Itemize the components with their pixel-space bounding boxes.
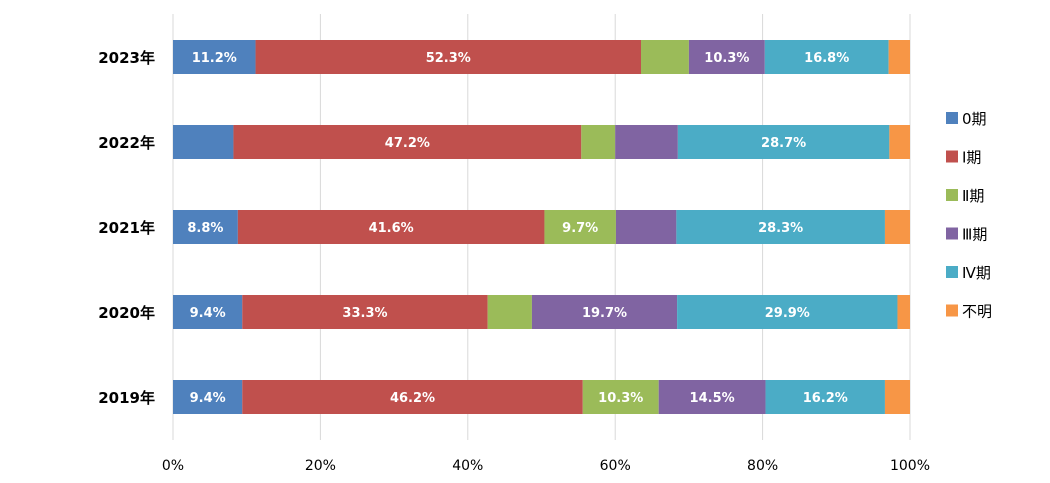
legend-label: Ⅳ期 [962,264,991,282]
bar-segment [173,295,243,329]
bar-segment [544,210,616,244]
legend-item: Ⅳ期 [946,264,991,282]
bar-segment [884,210,910,244]
bar-segment [173,40,256,74]
data-label: 9.4% [190,306,226,321]
bar-segment [242,295,488,329]
bar-segment [677,125,890,159]
legend-label: Ⅲ期 [962,226,987,244]
bar-segment [487,295,532,329]
x-tick-label: 60% [600,458,631,474]
data-labels: 11.2% 52.3% 10.3% 16.8% 47.2% 28.7% 8.8% 41.6% 9… [187,51,849,406]
bar-segment [233,125,582,159]
bar-series [173,40,910,414]
legend-item: 不明 [946,303,992,321]
bar-segment [765,380,885,414]
data-label: 14.5% [690,391,735,406]
legend-item: 0期 [946,110,987,128]
data-label: 46.2% [390,391,435,406]
legend-item: Ⅰ期 [946,149,981,167]
x-tick-label: 40% [452,458,483,474]
category-axis: 2023年 2022年 2021年 2020年 2019年 [98,49,155,407]
data-label: 19.7% [582,306,627,321]
bar-segment [173,380,243,414]
data-label: 8.8% [187,221,223,236]
category-label: 2021年 [98,219,155,237]
bar-segment [173,125,234,159]
legend-swatch [946,304,958,317]
bar-segment [615,210,677,244]
legend-label: Ⅰ期 [962,149,981,167]
bar-segment [242,380,583,414]
legend-label: 不明 [962,303,992,321]
data-label: 29.9% [765,306,810,321]
category-label: 2022年 [98,134,155,152]
category-label: 2023年 [98,49,155,67]
data-label: 10.3% [598,391,643,406]
data-label: 52.3% [426,51,471,66]
legend-item: Ⅲ期 [946,226,987,244]
bar-segment [237,210,545,244]
data-label: 16.8% [804,51,849,66]
legend-swatch [946,150,958,163]
legend-swatch [946,189,958,201]
bar-segment [531,295,678,329]
bar-segment [764,40,889,74]
data-label: 47.2% [385,136,430,151]
bar-segment [640,40,689,74]
data-label: 9.4% [190,391,226,406]
data-label: 9.7% [562,221,598,236]
legend-swatch [946,112,958,124]
data-label: 11.2% [192,51,237,66]
data-label: 28.7% [761,136,806,151]
legend-label: 0期 [962,110,987,128]
bar-segment [889,125,910,159]
legend-swatch [946,227,958,240]
data-label: 28.3% [758,221,803,236]
category-label: 2019年 [98,389,155,407]
x-tick-label: 20% [305,458,336,474]
bar-segment [581,125,616,159]
x-tick-label: 0% [162,458,184,474]
bar-segment [688,40,765,74]
bar-segment [255,40,641,74]
data-label: 33.3% [342,306,387,321]
bar-segment [897,295,910,329]
bar-segment [676,210,885,244]
legend-swatch [946,266,958,278]
x-tick-label: 80% [747,458,778,474]
data-label: 10.3% [704,51,749,66]
bar-segment [677,295,898,329]
value-axis: 0% 20% 40% 60% 80% 100% [162,458,930,474]
bar-segment [888,40,910,74]
legend-item: Ⅱ期 [946,187,984,205]
category-label: 2020年 [98,304,155,322]
bar-segment [615,125,678,159]
data-label: 16.2% [803,391,848,406]
data-label: 41.6% [369,221,414,236]
bar-segment [884,380,910,414]
legend-label: Ⅱ期 [962,187,984,205]
x-tick-label: 100% [890,458,930,474]
bar-segment [582,380,659,414]
bar-segment [658,380,766,414]
bar-segment [173,210,238,244]
